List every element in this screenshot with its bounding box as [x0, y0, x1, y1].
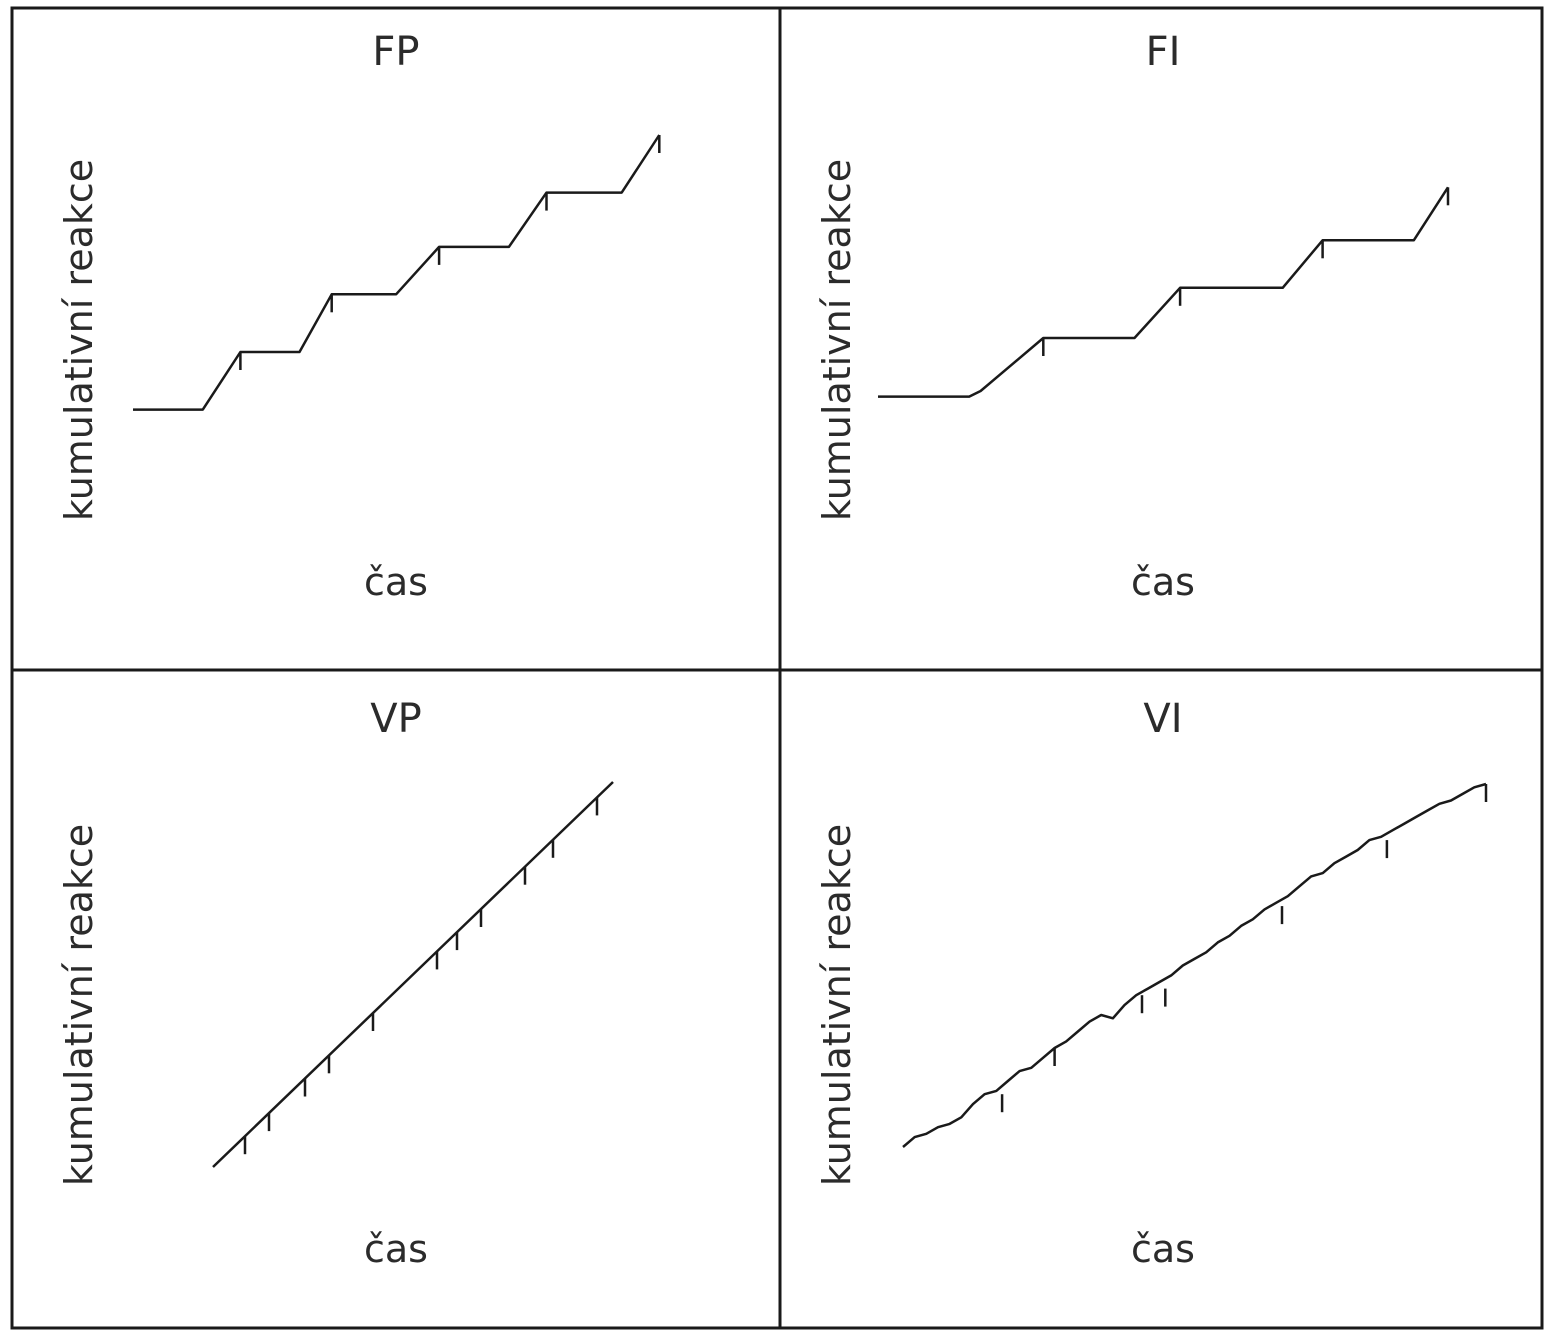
- x-axis-label: čas: [364, 1227, 428, 1271]
- x-axis-label: čas: [1131, 1227, 1195, 1271]
- x-axis-label: čas: [364, 560, 428, 604]
- panel-title: FP: [372, 29, 419, 75]
- y-axis-label: kumulativní reakce: [815, 824, 859, 1186]
- panel-title: VP: [370, 696, 421, 742]
- panel-vi: VI kumulativní reakce čas: [815, 696, 1488, 1271]
- panel-fi: FI kumulativní reakce čas: [815, 29, 1450, 604]
- cumulative-response-line: [212, 781, 614, 1168]
- plot-marks: [133, 134, 661, 411]
- y-axis-label: kumulativní reakce: [57, 824, 101, 1186]
- cumulative-response-line: [902, 782, 1487, 1148]
- cumulative-response-line: [878, 186, 1450, 398]
- y-axis-label: kumulativní reakce: [57, 159, 101, 521]
- panel-title: VI: [1143, 696, 1182, 742]
- figure-frame: [10, 6, 1544, 1330]
- panel-title: FI: [1146, 29, 1181, 75]
- y-axis-label: kumulativní reakce: [815, 159, 859, 521]
- panel-vp: VP kumulativní reakce čas: [57, 696, 614, 1271]
- panel-fp: FP kumulativní reakce čas: [57, 29, 661, 604]
- plot-marks: [902, 782, 1488, 1148]
- plot-marks: [878, 186, 1450, 398]
- plot-marks: [212, 781, 614, 1168]
- cumulative-response-line: [133, 134, 661, 411]
- x-axis-label: čas: [1131, 560, 1195, 604]
